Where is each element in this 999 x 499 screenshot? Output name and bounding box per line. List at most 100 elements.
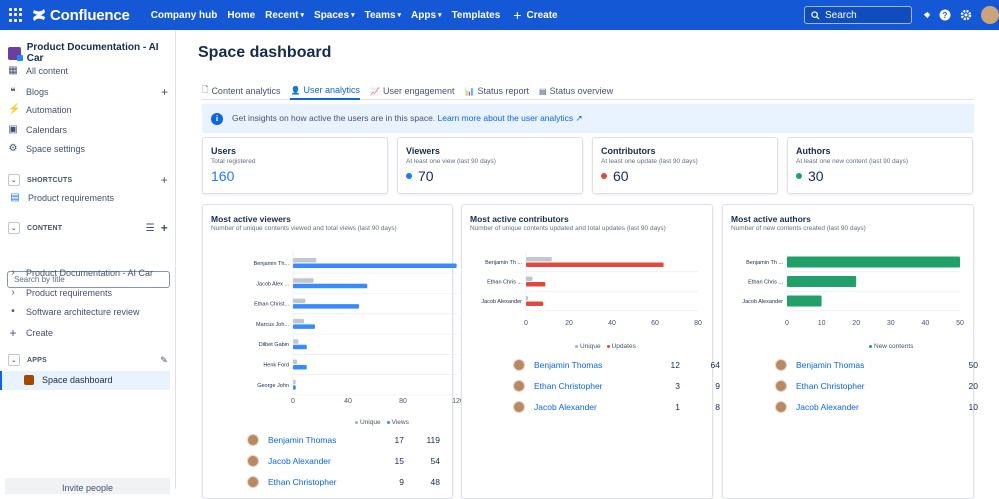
- table-row[interactable]: Ethan Christopher 9 48: [247, 476, 440, 488]
- add-content-icon[interactable]: +: [160, 221, 168, 235]
- tab-user-analytics[interactable]: 👤 User analytics: [290, 82, 360, 100]
- apps-section[interactable]: ⌄ APPS ✎: [8, 354, 168, 366]
- table-row[interactable]: Ethan Christopher 3 9: [513, 380, 720, 392]
- chevron-right-icon[interactable]: ›: [11, 287, 15, 298]
- sidebar-item-space-dashboard[interactable]: Space dashboard: [24, 375, 184, 385]
- sidebar-item-calendars[interactable]: ▣ Calendars: [8, 124, 168, 135]
- user-avatar[interactable]: [981, 6, 999, 24]
- tab-status-report[interactable]: 📊 Status report: [465, 82, 530, 100]
- add-shortcut-icon[interactable]: +: [160, 173, 168, 187]
- chevron-right-icon[interactable]: ›: [11, 267, 15, 278]
- legend-item: Updates: [606, 343, 636, 350]
- x-tick-label: 60: [651, 320, 659, 327]
- legend-label: Unique: [360, 419, 381, 426]
- sidebar-item-space-settings[interactable]: ⚙ Space settings: [8, 143, 168, 154]
- table-row[interactable]: Jacob Alexander 1 8: [513, 401, 720, 413]
- app-switcher-icon[interactable]: [9, 8, 23, 22]
- tab-user-engagement[interactable]: 📈 User engagement: [370, 82, 455, 100]
- category-label: Dilbet Gabin: [259, 342, 289, 348]
- user-name-link[interactable]: Benjamin Thomas: [796, 360, 865, 370]
- filter-icon[interactable]: ☰: [145, 222, 155, 234]
- add-blog-icon[interactable]: +: [160, 85, 168, 99]
- settings-gear-icon[interactable]: [958, 7, 974, 23]
- nav-item-2[interactable]: Recent ▾: [260, 10, 309, 21]
- sidebar-create-label: Create: [26, 328, 54, 338]
- table-row[interactable]: Benjamin Thomas 50: [775, 359, 978, 371]
- bar-views: [293, 385, 296, 390]
- table-row[interactable]: Benjamin Thomas 12 64: [513, 359, 720, 371]
- stat-subtitle: Total registered: [211, 158, 256, 165]
- search-input[interactable]: [825, 9, 905, 21]
- category-label: Benjamin Th ...: [746, 260, 783, 266]
- category-label: Benjamin Th ...: [485, 260, 522, 266]
- stat-value: 70: [418, 168, 434, 184]
- contributors-panel: Most active contributors Number of uniqu…: [461, 204, 720, 499]
- nav-item-6[interactable]: Templates: [447, 10, 506, 21]
- content-section[interactable]: ⌄ CONTENT ☰ +: [8, 221, 168, 235]
- value-a: 9: [399, 477, 404, 487]
- tree-item[interactable]: › Product Documentation - AI Car: [8, 267, 168, 278]
- shortcuts-section[interactable]: ⌄ SHORTCUTS +: [8, 173, 168, 187]
- user-name-link[interactable]: Jacob Alexander: [268, 456, 331, 466]
- edit-pencil-icon[interactable]: ✎: [160, 354, 168, 365]
- user-name-link[interactable]: Jacob Alexander: [534, 402, 597, 412]
- user-name-link[interactable]: Ethan Christopher: [268, 477, 337, 487]
- tab-content-analytics[interactable]: 🗋 Content analytics: [202, 82, 280, 100]
- sidebar-item-automation[interactable]: ⚡ Automation: [8, 104, 168, 115]
- table-row[interactable]: Ethan Christopher 20: [775, 380, 978, 392]
- sidebar-search[interactable]: [7, 271, 170, 288]
- tab-label: User engagement: [382, 86, 455, 96]
- tab-status-overview[interactable]: ▤ Status overview: [539, 82, 613, 100]
- value-a: 20: [968, 381, 978, 391]
- notifications-icon[interactable]: [918, 7, 934, 23]
- all-content-icon: ▦: [8, 65, 18, 76]
- avatar: [513, 359, 525, 371]
- global-search[interactable]: [804, 6, 912, 24]
- sidebar-item-blogs[interactable]: ❝ Blogs +: [8, 85, 168, 99]
- tree-item[interactable]: › Product requirements: [8, 287, 168, 298]
- tree-item[interactable]: • Software architecture review: [8, 306, 168, 317]
- learn-more-link[interactable]: Learn more about the user analytics ↗: [437, 113, 583, 123]
- legend-item: Unique: [575, 343, 601, 350]
- shortcut-item[interactable]: ▤ Product requirements: [10, 192, 170, 203]
- nav-item-1[interactable]: Home: [222, 10, 260, 21]
- create-button[interactable]: + Create: [513, 7, 557, 23]
- avatar: [513, 380, 525, 392]
- table-row[interactable]: Jacob Alexander 15 54: [247, 455, 440, 467]
- legend-dot: [355, 421, 358, 424]
- nav-label: Company hub: [150, 9, 218, 21]
- user-name-link[interactable]: Jacob Alexander: [796, 402, 859, 412]
- nav-item-3[interactable]: Spaces ▾: [309, 10, 360, 21]
- authors-chart-subtitle: Number of new contents created (last 90 …: [731, 225, 866, 232]
- chevron-down-icon[interactable]: ⌄: [8, 174, 20, 186]
- stat-card-users: Users Total registered 160: [202, 137, 388, 194]
- user-name-link[interactable]: Ethan Christopher: [796, 381, 865, 391]
- sidebar-create[interactable]: + Create: [8, 326, 168, 340]
- chevron-down-icon[interactable]: ⌄: [8, 222, 20, 234]
- invite-people-button[interactable]: Invite people: [5, 478, 170, 494]
- table-row[interactable]: Jacob Alexander 10: [775, 401, 978, 413]
- search-by-title-input[interactable]: [14, 275, 154, 284]
- value-a: 10: [968, 402, 978, 412]
- sidebar-item-all-content[interactable]: ▦ All content: [8, 65, 168, 76]
- chevron-down-icon: ▾: [397, 12, 402, 19]
- nav-item-0[interactable]: Company hub: [146, 10, 223, 21]
- nav-item-5[interactable]: Apps ▾: [406, 10, 447, 21]
- bar-updates: [526, 282, 546, 287]
- confluence-logo[interactable]: Confluence: [32, 7, 130, 24]
- table-row[interactable]: Benjamin Thomas 17 119: [247, 434, 440, 446]
- bullet-icon[interactable]: •: [11, 306, 15, 317]
- space-header[interactable]: Product Documentation - AI Car: [8, 42, 175, 64]
- bar-new-contents: [787, 295, 822, 307]
- nav-item-4[interactable]: Teams ▾: [360, 10, 406, 21]
- chevron-down-icon: ▾: [300, 12, 305, 19]
- user-name-link[interactable]: Ethan Christopher: [534, 381, 603, 391]
- user-name-link[interactable]: Benjamin Thomas: [268, 435, 337, 445]
- quote-icon: ❝: [10, 86, 16, 98]
- bar-unique: [526, 276, 533, 281]
- x-tick-label: 40: [922, 320, 930, 327]
- user-name-link[interactable]: Benjamin Thomas: [534, 360, 603, 370]
- legend-label: Views: [391, 419, 409, 426]
- chevron-down-icon[interactable]: ⌄: [8, 354, 20, 366]
- help-icon[interactable]: ?: [937, 7, 953, 23]
